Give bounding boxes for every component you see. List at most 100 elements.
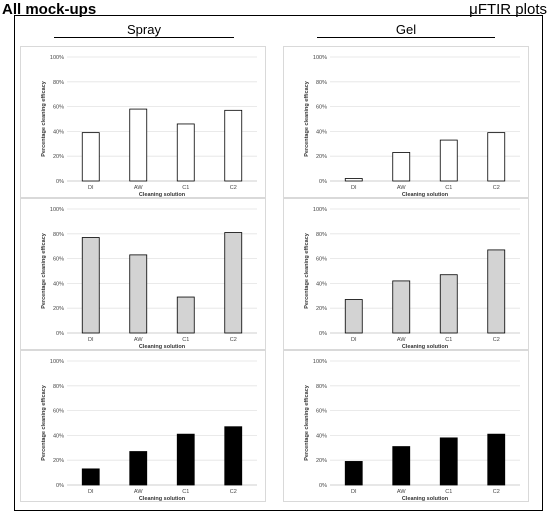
x-tick-label: AW bbox=[397, 337, 406, 343]
bar bbox=[392, 152, 411, 182]
bar bbox=[81, 468, 100, 486]
y-tick-label: 40% bbox=[316, 433, 327, 439]
y-tick-label: 100% bbox=[313, 207, 327, 213]
x-axis-label: Cleaning solution bbox=[402, 192, 449, 198]
y-tick-label: 60% bbox=[53, 105, 64, 111]
x-axis-label: Cleaning solution bbox=[139, 344, 186, 350]
chart-panel-gel-2: 0% 20% 40% 60% 80% 100% DI AW C1 C2 Cleaning solut… bbox=[283, 198, 529, 350]
chart-panel-spray-1: 0% 20% 40% 60% 80% 100% DI AW C1 C2 Cleaning solut… bbox=[20, 46, 266, 198]
bar bbox=[81, 237, 100, 334]
y-tick-label: 40% bbox=[316, 129, 327, 135]
chart-panel-spray-3: 0% 20% 40% 60% 80% 100% DI AW C1 C2 Cleaning solut… bbox=[20, 350, 266, 502]
bar bbox=[224, 426, 243, 486]
y-tick-label: 60% bbox=[316, 257, 327, 263]
x-axis-label: Cleaning solution bbox=[402, 496, 449, 502]
y-tick-label: 80% bbox=[316, 80, 327, 86]
x-axis-label: Cleaning solution bbox=[139, 496, 186, 502]
y-tick-label: 60% bbox=[316, 409, 327, 415]
y-tick-label: 80% bbox=[316, 232, 327, 238]
column-rule-gel bbox=[317, 37, 495, 38]
y-tick-label: 0% bbox=[56, 331, 64, 337]
y-tick-label: 0% bbox=[56, 179, 64, 185]
y-tick-label: 60% bbox=[316, 105, 327, 111]
x-tick-label: C2 bbox=[230, 489, 237, 495]
plot-type-label: μFTIR plots bbox=[469, 1, 547, 18]
x-tick-label: AW bbox=[397, 185, 406, 191]
y-tick-label: 40% bbox=[53, 281, 64, 287]
y-axis-label: Percentage cleaning efficacy bbox=[41, 232, 47, 308]
bar bbox=[344, 299, 363, 334]
bar bbox=[439, 139, 458, 182]
page-title: All mock-ups bbox=[2, 1, 97, 18]
y-axis-label: Percentage cleaning efficacy bbox=[304, 232, 310, 308]
bar-chart-gel-3: 0% 20% 40% 60% 80% 100% DI AW C1 C2 Cleaning solut… bbox=[304, 359, 520, 502]
bar bbox=[487, 433, 506, 486]
bar bbox=[176, 433, 195, 486]
y-tick-label: 100% bbox=[50, 359, 64, 365]
y-axis-label: Percentage cleaning efficacy bbox=[41, 80, 47, 156]
x-tick-label: C1 bbox=[182, 185, 189, 191]
x-tick-label: C2 bbox=[493, 337, 500, 343]
y-tick-label: 0% bbox=[56, 483, 64, 489]
column-title-spray: Spray bbox=[127, 22, 161, 37]
y-tick-label: 0% bbox=[319, 483, 327, 489]
x-tick-label: C2 bbox=[493, 489, 500, 495]
bar bbox=[224, 232, 243, 334]
bar bbox=[344, 178, 363, 182]
x-tick-label: C1 bbox=[445, 489, 452, 495]
x-tick-label: C1 bbox=[445, 337, 452, 343]
y-tick-label: 20% bbox=[316, 306, 327, 312]
x-axis-label: Cleaning solution bbox=[402, 344, 449, 350]
x-tick-label: AW bbox=[134, 337, 143, 343]
bar bbox=[129, 108, 148, 182]
bar bbox=[344, 461, 363, 486]
bar bbox=[176, 296, 195, 334]
bar bbox=[81, 132, 100, 182]
y-tick-label: 60% bbox=[53, 257, 64, 263]
x-tick-label: AW bbox=[397, 489, 406, 495]
bar bbox=[129, 254, 148, 334]
y-tick-label: 80% bbox=[53, 232, 64, 238]
bar-chart-spray-3: 0% 20% 40% 60% 80% 100% DI AW C1 C2 Cleaning solut… bbox=[41, 359, 257, 502]
x-tick-label: C1 bbox=[182, 489, 189, 495]
bar bbox=[439, 274, 458, 334]
y-tick-label: 100% bbox=[313, 55, 327, 61]
x-axis-label: Cleaning solution bbox=[139, 192, 186, 198]
column-title-gel: Gel bbox=[395, 22, 417, 37]
x-tick-label: C2 bbox=[493, 185, 500, 191]
y-tick-label: 0% bbox=[319, 331, 327, 337]
figure-frame bbox=[14, 15, 543, 511]
y-tick-label: 40% bbox=[53, 433, 64, 439]
bar-chart-spray-2: 0% 20% 40% 60% 80% 100% DI AW C1 C2 Cleaning solut… bbox=[41, 207, 257, 350]
x-tick-label: AW bbox=[134, 185, 143, 191]
chart-panel-gel-1: 0% 20% 40% 60% 80% 100% DI AW C1 C2 Cleaning solut… bbox=[283, 46, 529, 198]
y-tick-label: 20% bbox=[316, 154, 327, 160]
bar-chart-spray-1: 0% 20% 40% 60% 80% 100% DI AW C1 C2 Cleaning solut… bbox=[41, 55, 257, 198]
y-tick-label: 20% bbox=[53, 154, 64, 160]
chart-panel-gel-3: 0% 20% 40% 60% 80% 100% DI AW C1 C2 Cleaning solut… bbox=[283, 350, 529, 502]
y-tick-label: 40% bbox=[53, 129, 64, 135]
bar bbox=[439, 437, 458, 486]
y-tick-label: 20% bbox=[316, 458, 327, 464]
bar bbox=[129, 451, 148, 486]
x-tick-label: C2 bbox=[230, 185, 237, 191]
y-axis-label: Percentage cleaning efficacy bbox=[304, 80, 310, 156]
x-tick-label: DI bbox=[351, 337, 357, 343]
y-tick-label: 20% bbox=[53, 306, 64, 312]
y-tick-label: 100% bbox=[50, 55, 64, 61]
y-tick-label: 20% bbox=[53, 458, 64, 464]
y-tick-label: 40% bbox=[316, 281, 327, 287]
bar-chart-gel-1: 0% 20% 40% 60% 80% 100% DI AW C1 C2 Cleaning solut… bbox=[304, 55, 520, 198]
column-rule-spray bbox=[54, 37, 234, 38]
bar bbox=[487, 132, 506, 182]
y-tick-label: 80% bbox=[53, 384, 64, 390]
x-tick-label: DI bbox=[88, 185, 94, 191]
chart-panel-spray-2: 0% 20% 40% 60% 80% 100% DI AW C1 C2 Cleaning solut… bbox=[20, 198, 266, 350]
y-tick-label: 0% bbox=[319, 179, 327, 185]
bar bbox=[487, 249, 506, 334]
bar bbox=[392, 446, 411, 486]
bar bbox=[176, 123, 195, 182]
bar bbox=[392, 280, 411, 334]
bar-chart-gel-2: 0% 20% 40% 60% 80% 100% DI AW C1 C2 Cleaning solut… bbox=[304, 207, 520, 350]
x-tick-label: DI bbox=[88, 489, 94, 495]
